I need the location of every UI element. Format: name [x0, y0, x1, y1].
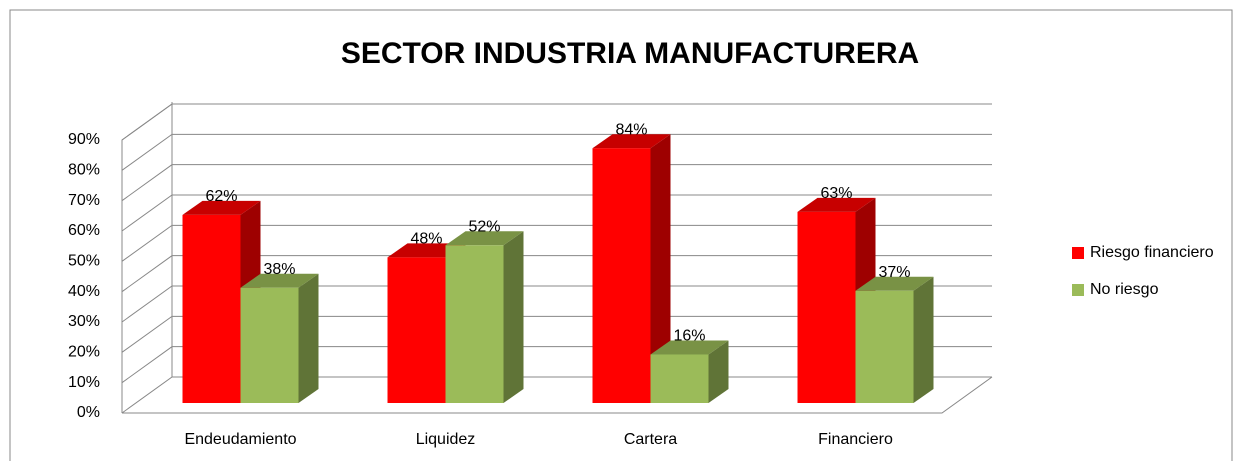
y-tick-label: 70% — [68, 192, 100, 209]
y-tick-label: 30% — [68, 313, 100, 330]
x-tick-label: Cartera — [624, 431, 677, 448]
bar — [445, 245, 504, 403]
y-tick-label: 40% — [68, 283, 100, 300]
bar-top — [240, 273, 319, 288]
frame — [9, 9, 1233, 461]
bar — [592, 148, 651, 403]
y-tick-label: 20% — [68, 344, 100, 361]
side-wall — [121, 103, 173, 413]
legend-swatch — [1072, 284, 1084, 296]
x-tick-label: Endeudamiento — [184, 431, 296, 448]
legend-label: Riesgo financiero — [1090, 244, 1214, 261]
legend-swatch — [1072, 247, 1084, 259]
y-tick-label: 0% — [77, 404, 100, 421]
bar-top — [650, 340, 729, 355]
grid-line — [121, 194, 992, 232]
grid-line — [121, 255, 992, 293]
y-tick-label: 80% — [68, 162, 100, 179]
bar — [797, 211, 856, 403]
data-label: 63% — [820, 185, 852, 202]
grid-line — [121, 315, 992, 353]
x-tick-label: Financiero — [818, 431, 893, 448]
bar — [855, 290, 914, 403]
bar-top — [797, 197, 876, 212]
bar-side — [708, 340, 729, 403]
bar — [182, 214, 241, 403]
data-label: 48% — [410, 231, 442, 248]
bar-side — [913, 276, 934, 403]
data-label: 37% — [878, 264, 910, 281]
bar-top — [592, 134, 671, 149]
x-tick-label: Liquidez — [416, 431, 476, 448]
y-tick-label: 10% — [68, 374, 100, 391]
y-tick-label: 90% — [68, 131, 100, 148]
data-label: 62% — [205, 188, 237, 205]
bar — [650, 354, 709, 403]
grid-line — [121, 224, 992, 262]
bar-top — [182, 200, 261, 215]
y-tick-label: 50% — [68, 253, 100, 270]
grid-line — [121, 285, 992, 323]
data-label: 52% — [468, 218, 500, 235]
bar-top — [445, 231, 524, 246]
bar-side — [650, 134, 671, 403]
data-label: 84% — [615, 121, 647, 138]
data-label: 38% — [263, 261, 295, 278]
legend-label: No riesgo — [1090, 281, 1159, 298]
bar — [387, 257, 446, 403]
bar — [240, 287, 299, 403]
bar-side — [298, 273, 319, 403]
y-tick-label: 60% — [68, 222, 100, 239]
floor — [122, 376, 993, 414]
bar-top — [855, 276, 934, 291]
data-label: 16% — [673, 328, 705, 345]
grid-line — [121, 103, 992, 141]
grid-line — [121, 133, 992, 171]
grid-line — [121, 164, 992, 202]
chart-title: SECTOR INDUSTRIA MANUFACTURERA — [341, 37, 919, 70]
bar-side — [503, 231, 524, 403]
